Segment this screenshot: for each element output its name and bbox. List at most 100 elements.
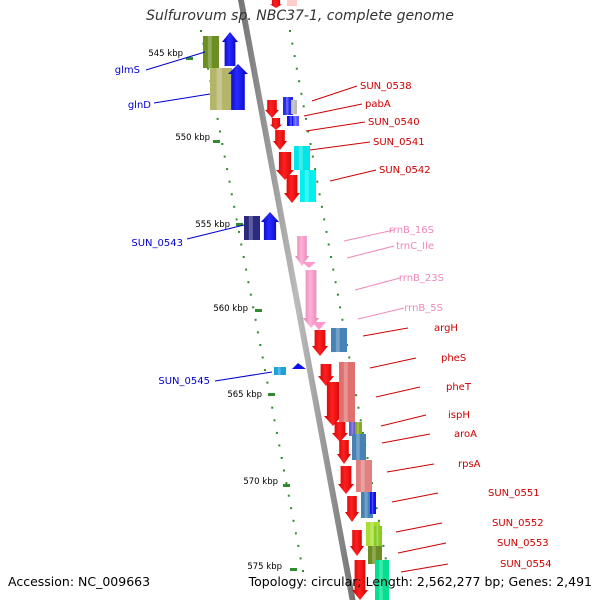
label-line-SUN_0545 [214,371,273,382]
feature-SUN_0551-block2 [370,492,376,514]
label-pabA: pabA [365,99,391,110]
label-line-SUN_0540 [305,121,366,132]
scale-dot [264,369,266,372]
scale-dot [330,256,332,258]
feature-SUN_0545-arrow [292,363,306,369]
feature-block-fill [293,116,299,126]
scale-dot [228,180,231,183]
map-title: Sulfurovum sp. NBC37-1, complete genome [146,8,454,24]
feature-block-shine [289,116,292,126]
scale-dot [285,482,288,485]
scale-dot [336,293,339,296]
scale-dot [226,168,229,171]
feature-block-shine [248,216,253,240]
label-rrnB_5S: rrnB_5S [404,303,443,314]
feature-block-shine [357,422,359,436]
label-SUN_0542: SUN_0542 [379,165,431,176]
label-rpsA: rpsA [458,459,481,470]
feature-SUN_0554-arrow [352,560,368,600]
feature-block-shine [304,170,309,202]
feature-SUN_0542-block-2 [300,170,316,202]
feature-block-shine [351,422,354,436]
feature-block-fill [300,170,316,202]
label-line-SUN_0551 [391,492,439,503]
scale-dot [298,80,301,83]
feature-top-arrow [270,0,282,8]
scale-dot [341,318,344,321]
label-SUN_0545: SUN_0545 [158,376,210,387]
feature-block-shine [286,97,289,115]
label-line-trnC_Ile [346,245,395,259]
label-line-pabA [303,103,363,117]
feature-block-fill [339,362,355,422]
feature-block-fill [349,422,357,436]
scale-dot [259,344,262,346]
label-line-SUN_0543 [186,224,245,240]
feature-SUN_0543-block [244,216,260,240]
feature-rrnB_16S-arrow [295,236,309,266]
feature-block-shine [376,526,379,546]
scale-dot [307,130,310,133]
scale-dot [314,168,317,171]
scale-dot [316,180,319,183]
label-SUN_0551: SUN_0551 [488,488,540,499]
feature-block-shine [207,36,212,68]
feature-ispH-block [349,422,357,436]
scale-dot [293,55,296,58]
feature-SUN_0542-block-1 [294,146,310,170]
scale-dot [334,281,337,284]
scale-tick-mark [283,484,290,487]
feature-SUN_0545-block [274,367,286,375]
feature-SUN_0540-block [287,116,296,126]
scale-dot [295,67,298,70]
feature-block-fill [274,367,286,375]
feature-block-fill [210,68,232,110]
scale-dot [273,419,276,422]
feature-rpsA-block [356,460,372,492]
feature-block-shine [298,146,303,170]
label-pheT: pheT [446,382,472,393]
feature-block-fill [368,546,382,564]
label-SUN_0543: SUN_0543 [131,238,183,249]
feature-block-fill [352,434,366,460]
feature-block-shine [379,560,383,600]
scale-tick-mark [255,309,262,312]
scale-dot [318,193,321,196]
label-glnD: glnD [128,100,151,111]
scale-dot [247,281,250,284]
scale-dot [355,394,358,397]
scale-dot [366,457,369,459]
feature-glmS-block [203,36,219,68]
scale-dot [292,519,295,522]
scale-dot [261,356,264,359]
feature-SUN_0538-arrow [265,100,279,118]
label-trnC_Ile: trnC_Ile [396,241,434,252]
label-line-SUN_0541 [309,141,371,151]
label-SUN_0541: SUN_0541 [373,137,425,148]
scale-dot [283,469,285,472]
feature-block-shine [364,492,368,518]
feature-pheS-arrow [318,364,334,386]
feature-SUN_0551-arrow [345,496,359,522]
feature-argH-block [331,328,347,352]
scale-dot [291,42,294,45]
scale-dot [384,557,387,560]
label-line-ispH [380,414,427,427]
feature-block-shine [371,492,374,514]
scale-tick-label: 560 kbp [213,304,248,314]
feature-block-fill [291,100,297,114]
scale-dot [245,268,248,271]
feature-block-fill [287,116,296,126]
scale-dot [254,318,257,321]
label-line-glmS [145,51,206,71]
scale-dot [242,256,245,258]
feature-block-fill [294,146,310,170]
scale-track-right [289,30,389,572]
feature-block-shine [294,116,297,126]
feature-SUN_0541-arrow [273,130,287,150]
dna-backbone [237,0,357,604]
scale-dot [280,457,283,459]
feature-SUN_0540-block2 [293,116,299,126]
feature-block-shine [292,100,295,114]
